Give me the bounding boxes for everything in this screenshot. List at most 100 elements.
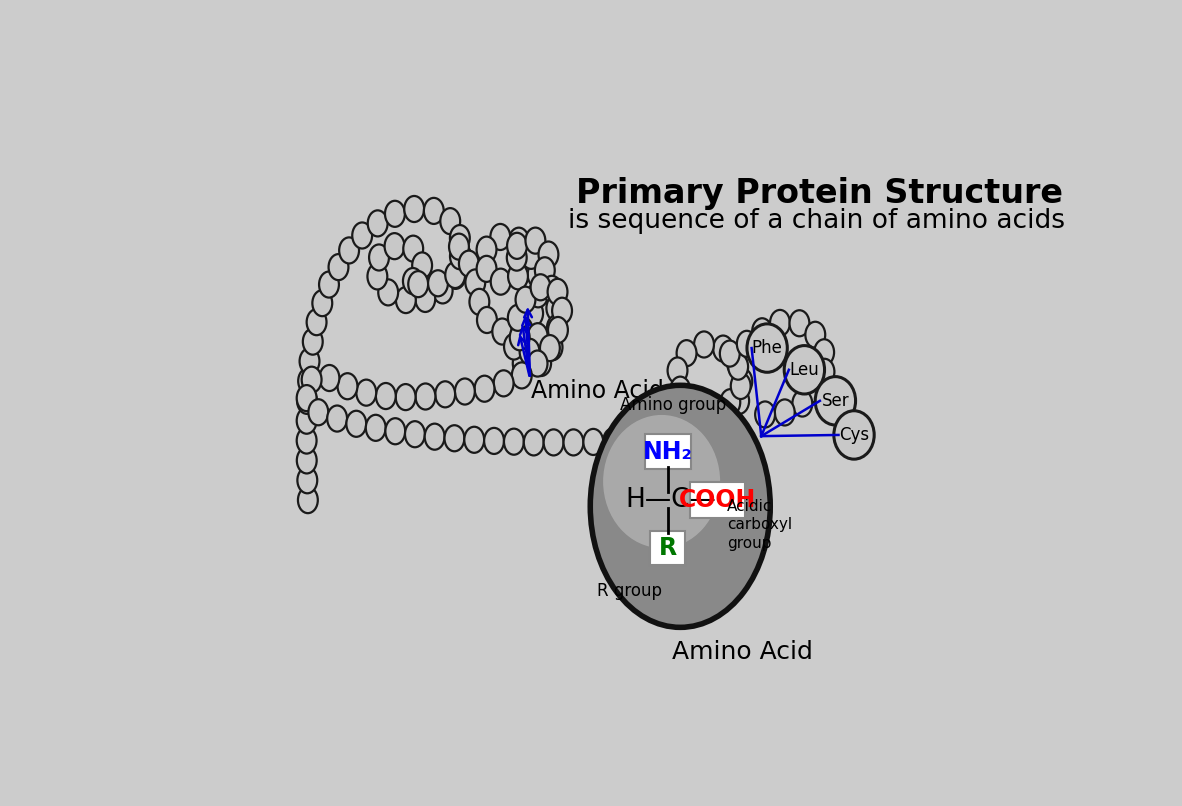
Ellipse shape (524, 301, 543, 326)
Ellipse shape (736, 330, 756, 357)
Text: H—C—: H—C— (625, 487, 716, 513)
Ellipse shape (670, 376, 690, 403)
Text: Leu: Leu (790, 361, 819, 379)
Ellipse shape (297, 408, 317, 434)
Ellipse shape (752, 318, 772, 344)
Text: Primary Protein Structure: Primary Protein Structure (577, 177, 1064, 210)
Ellipse shape (504, 334, 524, 359)
Ellipse shape (319, 365, 339, 391)
Ellipse shape (476, 237, 496, 263)
Ellipse shape (491, 268, 511, 295)
Ellipse shape (493, 318, 512, 345)
Ellipse shape (433, 277, 453, 303)
Ellipse shape (416, 384, 435, 409)
Ellipse shape (814, 359, 834, 384)
Ellipse shape (298, 487, 318, 513)
Ellipse shape (376, 383, 396, 409)
Ellipse shape (544, 430, 564, 455)
Ellipse shape (775, 400, 794, 426)
Ellipse shape (528, 281, 548, 307)
Ellipse shape (513, 351, 533, 376)
Ellipse shape (728, 354, 748, 380)
Ellipse shape (319, 272, 339, 297)
Ellipse shape (297, 385, 317, 411)
Text: Acidic
carboxyl
group: Acidic carboxyl group (727, 499, 792, 551)
Ellipse shape (676, 340, 696, 366)
Ellipse shape (312, 290, 332, 316)
Ellipse shape (441, 208, 460, 235)
Ellipse shape (733, 368, 752, 394)
Ellipse shape (713, 335, 733, 362)
FancyBboxPatch shape (690, 482, 746, 518)
Ellipse shape (424, 197, 443, 224)
Ellipse shape (449, 234, 469, 260)
Ellipse shape (415, 286, 435, 312)
Ellipse shape (369, 244, 389, 271)
Ellipse shape (729, 388, 749, 414)
Ellipse shape (405, 422, 424, 447)
Ellipse shape (466, 269, 486, 296)
Ellipse shape (509, 227, 528, 254)
Ellipse shape (720, 389, 740, 415)
Ellipse shape (682, 421, 702, 447)
Ellipse shape (535, 257, 554, 284)
Ellipse shape (547, 279, 567, 305)
Ellipse shape (564, 430, 584, 455)
Ellipse shape (469, 289, 489, 315)
Ellipse shape (298, 467, 317, 493)
Ellipse shape (298, 368, 318, 394)
Ellipse shape (769, 310, 790, 336)
Ellipse shape (528, 323, 547, 349)
Ellipse shape (643, 426, 663, 452)
Ellipse shape (297, 388, 317, 414)
Ellipse shape (309, 399, 329, 426)
Ellipse shape (504, 429, 524, 455)
Ellipse shape (327, 405, 348, 431)
Ellipse shape (730, 373, 751, 399)
Ellipse shape (515, 287, 535, 313)
Ellipse shape (452, 244, 472, 271)
Ellipse shape (450, 243, 470, 269)
Ellipse shape (584, 429, 603, 455)
Ellipse shape (717, 404, 738, 430)
Ellipse shape (478, 307, 496, 333)
Text: Amino group: Amino group (619, 397, 726, 414)
Ellipse shape (459, 251, 479, 276)
Ellipse shape (446, 262, 466, 288)
Ellipse shape (385, 201, 405, 226)
Ellipse shape (368, 210, 388, 236)
Ellipse shape (512, 363, 532, 388)
Ellipse shape (368, 264, 388, 289)
Ellipse shape (547, 315, 567, 341)
Ellipse shape (527, 261, 547, 288)
Text: Ser: Ser (821, 392, 849, 409)
Ellipse shape (403, 268, 423, 294)
Ellipse shape (450, 225, 469, 251)
Ellipse shape (540, 335, 560, 361)
FancyBboxPatch shape (645, 434, 690, 469)
Ellipse shape (833, 411, 875, 459)
Ellipse shape (491, 224, 511, 250)
Text: Cys: Cys (839, 426, 869, 444)
Ellipse shape (524, 430, 544, 455)
Ellipse shape (303, 329, 323, 355)
Ellipse shape (508, 264, 528, 289)
Ellipse shape (396, 384, 416, 410)
Ellipse shape (507, 233, 527, 259)
Ellipse shape (603, 415, 720, 548)
Ellipse shape (455, 379, 475, 405)
Ellipse shape (339, 238, 359, 264)
Text: is sequence of a chain of amino acids: is sequence of a chain of amino acids (569, 209, 1065, 235)
Ellipse shape (485, 428, 504, 454)
Ellipse shape (475, 376, 494, 401)
Ellipse shape (444, 426, 465, 451)
Ellipse shape (301, 367, 322, 393)
Ellipse shape (702, 396, 722, 422)
Ellipse shape (539, 242, 558, 268)
Ellipse shape (603, 428, 623, 455)
Ellipse shape (403, 235, 423, 262)
Ellipse shape (494, 370, 513, 397)
Ellipse shape (424, 424, 444, 450)
Ellipse shape (507, 244, 527, 271)
FancyBboxPatch shape (650, 531, 686, 565)
